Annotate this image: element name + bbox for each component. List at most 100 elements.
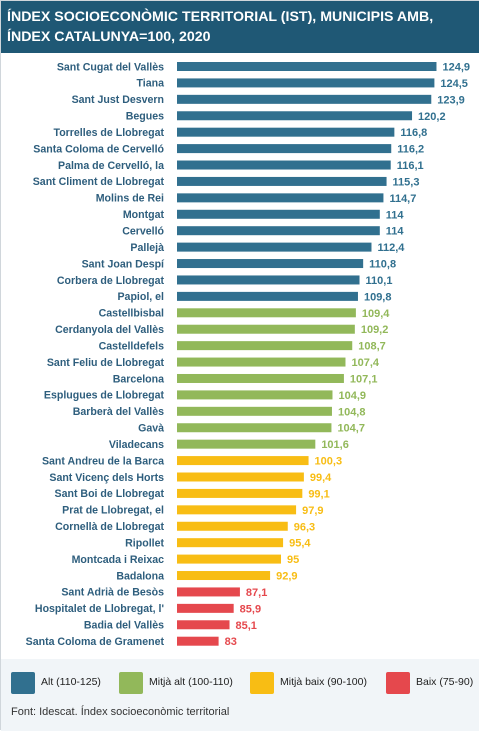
value-label: 116,8 — [400, 127, 427, 139]
category-label: Palma de Cervelló, la — [58, 160, 164, 172]
category-label: Castelldefels — [99, 340, 164, 352]
value-label: 116,1 — [397, 160, 424, 172]
bar — [177, 209, 380, 219]
value-label: 97,9 — [302, 505, 323, 517]
value-label: 104,7 — [337, 423, 365, 435]
bar — [177, 587, 240, 597]
category-label: Esplugues de Llobregat — [44, 390, 165, 402]
bar — [177, 423, 332, 433]
category-label: Sant Climent de Llobregat — [33, 176, 165, 188]
bar — [177, 176, 387, 186]
category-label: Gavà — [138, 423, 164, 435]
chart-title-line-2: ÍNDEX CATALUNYA=100, 2020 — [7, 29, 211, 45]
category-label: Tiana — [137, 78, 165, 90]
value-label: 104,9 — [338, 390, 366, 402]
value-label: 109,2 — [361, 324, 389, 336]
value-label: 114 — [386, 226, 405, 238]
category-label: Viladecans — [109, 439, 164, 451]
value-label: 92,9 — [276, 571, 297, 583]
bar — [177, 324, 355, 334]
category-label: Castellbisbal — [99, 308, 164, 320]
category-label: Sant Andreu de la Barca — [42, 455, 164, 467]
category-label: Santa Coloma de Cervelló — [33, 143, 164, 155]
value-label: 114 — [386, 209, 405, 221]
bar — [177, 275, 360, 285]
legend-label-baix: Baix (75-90) — [416, 676, 474, 688]
legend-swatch-mitja-baix — [250, 672, 274, 694]
category-label: Montgat — [123, 209, 165, 221]
value-label: 116,2 — [397, 144, 424, 156]
value-label: 115,3 — [393, 176, 420, 188]
value-label: 109,8 — [364, 291, 392, 303]
bar — [177, 488, 303, 498]
bar — [177, 111, 413, 121]
category-label: Barberà del Vallès — [73, 406, 164, 418]
bar — [177, 357, 346, 367]
category-label: Prat de Llobregat, el — [62, 505, 164, 517]
bar — [177, 439, 316, 449]
value-label: 123,9 — [437, 94, 465, 106]
value-label: 112,4 — [377, 242, 405, 254]
bar — [177, 259, 364, 269]
bar — [177, 603, 234, 613]
category-label: Torrelles de Llobregat — [54, 127, 165, 139]
legend-swatch-alt — [11, 672, 35, 694]
chart-plot-area: Sant Cugat del Vallès 124,9 Tiana 124,5 Sant… — [1, 53, 479, 659]
bar — [177, 521, 288, 531]
bar — [177, 193, 384, 203]
bar — [177, 62, 437, 71]
value-label: 114,7 — [389, 193, 416, 205]
value-label: 124,9 — [442, 62, 470, 74]
value-label: 124,5 — [440, 78, 468, 90]
category-label: Badia del Vallès — [84, 620, 164, 632]
bar — [177, 341, 353, 351]
bar — [177, 554, 281, 564]
legend-swatch-mitja-alt — [119, 672, 143, 694]
chart-title-line-1: ÍNDEX SOCIOECONÒMIC TERRITORIAL (IST), M… — [7, 9, 434, 25]
category-label: Sant Feliu de Llobregat — [47, 357, 165, 369]
category-label: Sant Boi de Llobregat — [55, 488, 165, 500]
bar — [177, 636, 219, 646]
value-label: 99,4 — [310, 472, 332, 484]
chart-title: ÍNDEX SOCIOECONÒMIC TERRITORIAL (IST), M… — [7, 7, 475, 47]
bar — [177, 620, 230, 630]
bar — [177, 472, 304, 482]
bar — [177, 538, 284, 548]
bar — [177, 78, 435, 88]
category-label: Sant Just Desvern — [72, 94, 164, 106]
legend-label-alt: Alt (110-125) — [41, 676, 101, 688]
category-label: Cerdanyola del Vallès — [55, 324, 164, 336]
category-label: Begues — [126, 111, 164, 123]
source-note: Font: Idescat. Índex socioeconòmic terri… — [11, 706, 230, 718]
category-label: Santa Coloma de Gramenet — [26, 636, 165, 648]
value-label: 108,7 — [358, 341, 386, 353]
category-label: Montcada i Reixac — [72, 554, 165, 566]
value-label: 110,1 — [366, 275, 393, 287]
bar — [177, 291, 358, 301]
value-label: 100,3 — [315, 456, 343, 468]
value-label: 85,1 — [236, 620, 257, 632]
value-label: 110,8 — [369, 259, 396, 271]
category-label: Sant Cugat del Vallès — [57, 61, 164, 73]
bar — [177, 308, 356, 318]
value-label: 95 — [287, 554, 299, 566]
category-label: Badalona — [116, 570, 164, 582]
value-label: 83 — [225, 636, 237, 648]
bar — [177, 144, 392, 154]
bar — [177, 160, 391, 170]
value-label: 107,1 — [350, 373, 378, 385]
category-label: Cornellà de Llobregat — [55, 521, 164, 533]
legend-swatch-baix — [386, 672, 410, 694]
category-label: Molins de Rei — [96, 193, 164, 205]
legend-label-mitja-baix: Mitjà baix (90-100) — [280, 676, 367, 688]
value-label: 85,9 — [240, 603, 261, 615]
value-label: 107,4 — [351, 357, 379, 369]
bar — [177, 505, 297, 515]
chart-legend: Alt (110-125) Mitjà alt (100-110) Mitjà … — [1, 659, 479, 731]
bar — [177, 456, 309, 466]
bar — [177, 226, 380, 236]
category-label: Pallejà — [130, 242, 164, 254]
value-label: 109,4 — [362, 308, 390, 320]
legend-label-mitja-alt: Mitjà alt (100-110) — [149, 676, 233, 688]
category-label: Corbera de Llobregat — [57, 275, 165, 287]
